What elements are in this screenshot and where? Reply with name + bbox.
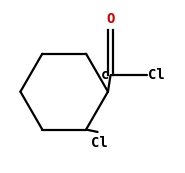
Text: c: c xyxy=(100,68,109,82)
Text: Cl: Cl xyxy=(148,68,165,82)
Text: O: O xyxy=(106,12,115,26)
Text: Cl: Cl xyxy=(91,136,108,150)
